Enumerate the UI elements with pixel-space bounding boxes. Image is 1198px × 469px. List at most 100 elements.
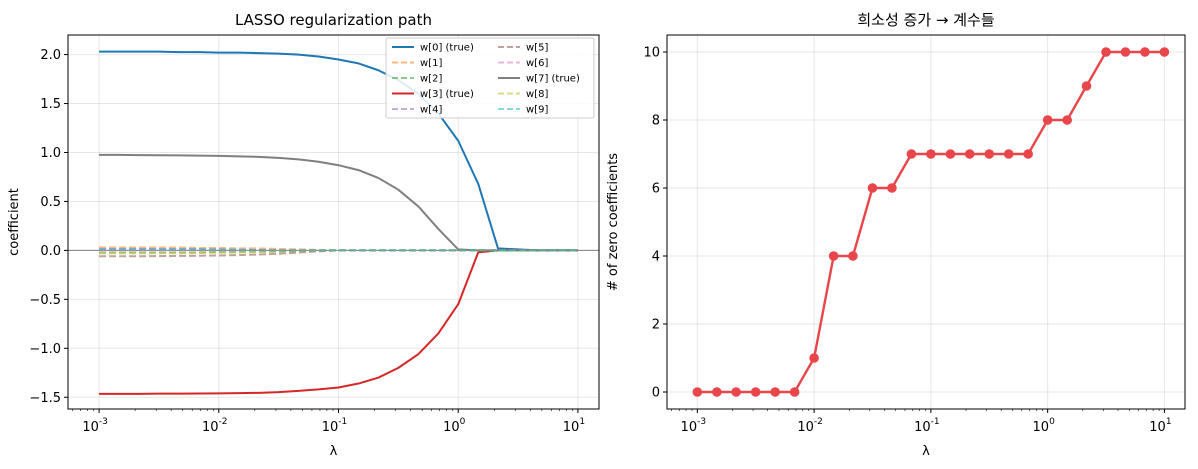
y-tick-label: −1.5 <box>29 391 61 406</box>
x-tick-base: 10 <box>563 420 580 435</box>
y-tick-label: 0 <box>652 386 660 401</box>
x-tick-base: 10 <box>443 420 460 435</box>
y-tick-label: 1.0 <box>40 146 61 161</box>
y-tick-label: 10 <box>643 46 660 61</box>
x-tick-base: 10 <box>1149 420 1166 435</box>
y-tick-label: 1.5 <box>40 97 61 112</box>
x-tick-label: 10-2 <box>797 417 823 435</box>
data-point <box>1140 47 1150 57</box>
legend-label: w[5] <box>526 43 548 54</box>
y-tick-label: 2.0 <box>40 48 61 63</box>
x-tick-label: 10-1 <box>914 417 940 435</box>
data-point <box>1003 149 1014 159</box>
legend-label: w[9] <box>526 105 548 116</box>
x-tick-exponent: -1 <box>931 417 940 427</box>
data-point <box>887 183 897 193</box>
y-tick-label: 2 <box>652 318 660 333</box>
axes-frame <box>666 34 1186 410</box>
y-tick-label: −1.0 <box>29 342 61 357</box>
x-tick-exponent: -3 <box>697 417 706 427</box>
data-point <box>906 149 917 159</box>
legend-label: w[2] <box>420 74 442 85</box>
chart-title: 희소성 증가 → 계수들 <box>857 11 994 29</box>
grid <box>667 35 1185 409</box>
data-point <box>867 183 878 193</box>
x-tick-base: 10 <box>1033 420 1050 435</box>
data-point <box>848 251 858 261</box>
x-tick-label: 10-2 <box>202 417 228 435</box>
legend-label: w[6] <box>526 58 548 69</box>
x-tick-exponent: 1 <box>1166 417 1172 427</box>
data-point <box>1159 47 1170 57</box>
x-tick-label: 10-3 <box>681 417 707 435</box>
y-axis-label: # of zero coefficients <box>606 153 621 291</box>
legend-box <box>385 37 595 119</box>
x-tick-exponent: -2 <box>219 417 228 427</box>
x-tick-base: 10 <box>202 420 219 435</box>
legend: w[0] (true) w[1] w[2] w[3] (true) w[4] w[5] w[… <box>385 37 595 119</box>
x-tick-exponent: 1 <box>579 417 585 427</box>
x-tick-base: 10 <box>797 420 814 435</box>
x-tick-exponent: 0 <box>1049 417 1055 427</box>
data-point <box>945 149 956 159</box>
y-tick-label: 6 <box>652 182 660 197</box>
legend-label: w[1] <box>420 58 442 69</box>
data-point <box>1081 81 1092 91</box>
y-tick-label: 4 <box>652 250 660 265</box>
data-point <box>1120 47 1131 57</box>
x-axis: 10-3 10-2 10-1 100 101 <box>671 409 1172 435</box>
data-point <box>1062 115 1072 125</box>
data-point <box>712 387 722 397</box>
x-axis-label: λ <box>330 444 338 459</box>
x-tick-label: 101 <box>563 417 585 435</box>
data-point <box>1101 47 1111 57</box>
data-point <box>984 149 995 159</box>
data-point <box>731 387 741 397</box>
legend-label: w[0] (true) <box>420 43 474 54</box>
data-point <box>789 387 800 397</box>
data-point <box>1023 149 1033 159</box>
x-tick-exponent: -1 <box>338 417 347 427</box>
y-axis: −1.5 −1.0 −0.5 0.0 0.5 1.0 1.5 2.0 <box>29 48 68 406</box>
series-line-7 <box>99 153 578 252</box>
data-point <box>1042 115 1053 125</box>
x-tick-exponent: -2 <box>814 417 823 427</box>
legend-label: w[4] <box>420 105 442 116</box>
data-point <box>926 149 936 159</box>
legend-label: w[3] (true) <box>420 89 474 100</box>
x-tick-base: 10 <box>914 420 931 435</box>
legend-label: w[8] <box>526 89 548 100</box>
x-tick-exponent: -3 <box>99 417 108 427</box>
y-tick-label: 0.0 <box>40 244 61 259</box>
x-tick-label: 10-1 <box>322 417 348 435</box>
plot-area <box>692 47 1170 397</box>
x-tick-base: 10 <box>322 420 339 435</box>
data-point <box>809 353 819 363</box>
x-tick-base: 10 <box>681 420 698 435</box>
lasso-path-panel: 10-3 10-2 10-1 100 101−1.5−1.0−0.50.00.51.01… <box>7 11 600 459</box>
legend-label: w[7] (true) <box>526 74 580 85</box>
x-tick-base: 10 <box>82 420 99 435</box>
axes-frame <box>67 34 600 410</box>
x-axis: 10-3 10-2 10-1 100 101 <box>72 409 585 435</box>
y-axis: 0 2 4 6 8 10 <box>643 46 667 401</box>
data-point <box>828 251 839 261</box>
data-point <box>770 387 780 397</box>
chart-title: LASSO regularization path <box>235 11 432 29</box>
x-tick-label: 101 <box>1149 417 1171 435</box>
data-point <box>964 149 975 159</box>
x-tick-exponent: 0 <box>460 417 466 427</box>
data-point <box>750 387 761 397</box>
x-tick-label: 100 <box>443 417 466 435</box>
y-tick-label: 8 <box>652 114 660 129</box>
y-tick-label: 0.5 <box>40 195 61 210</box>
series-line-0 <box>99 50 578 252</box>
data-point <box>692 387 703 397</box>
x-axis-label: λ <box>922 444 930 459</box>
x-tick-label: 100 <box>1033 417 1056 435</box>
y-axis-label: coefficient <box>7 188 22 256</box>
y-tick-label: −0.5 <box>29 293 61 308</box>
x-tick-label: 10-3 <box>82 417 108 435</box>
